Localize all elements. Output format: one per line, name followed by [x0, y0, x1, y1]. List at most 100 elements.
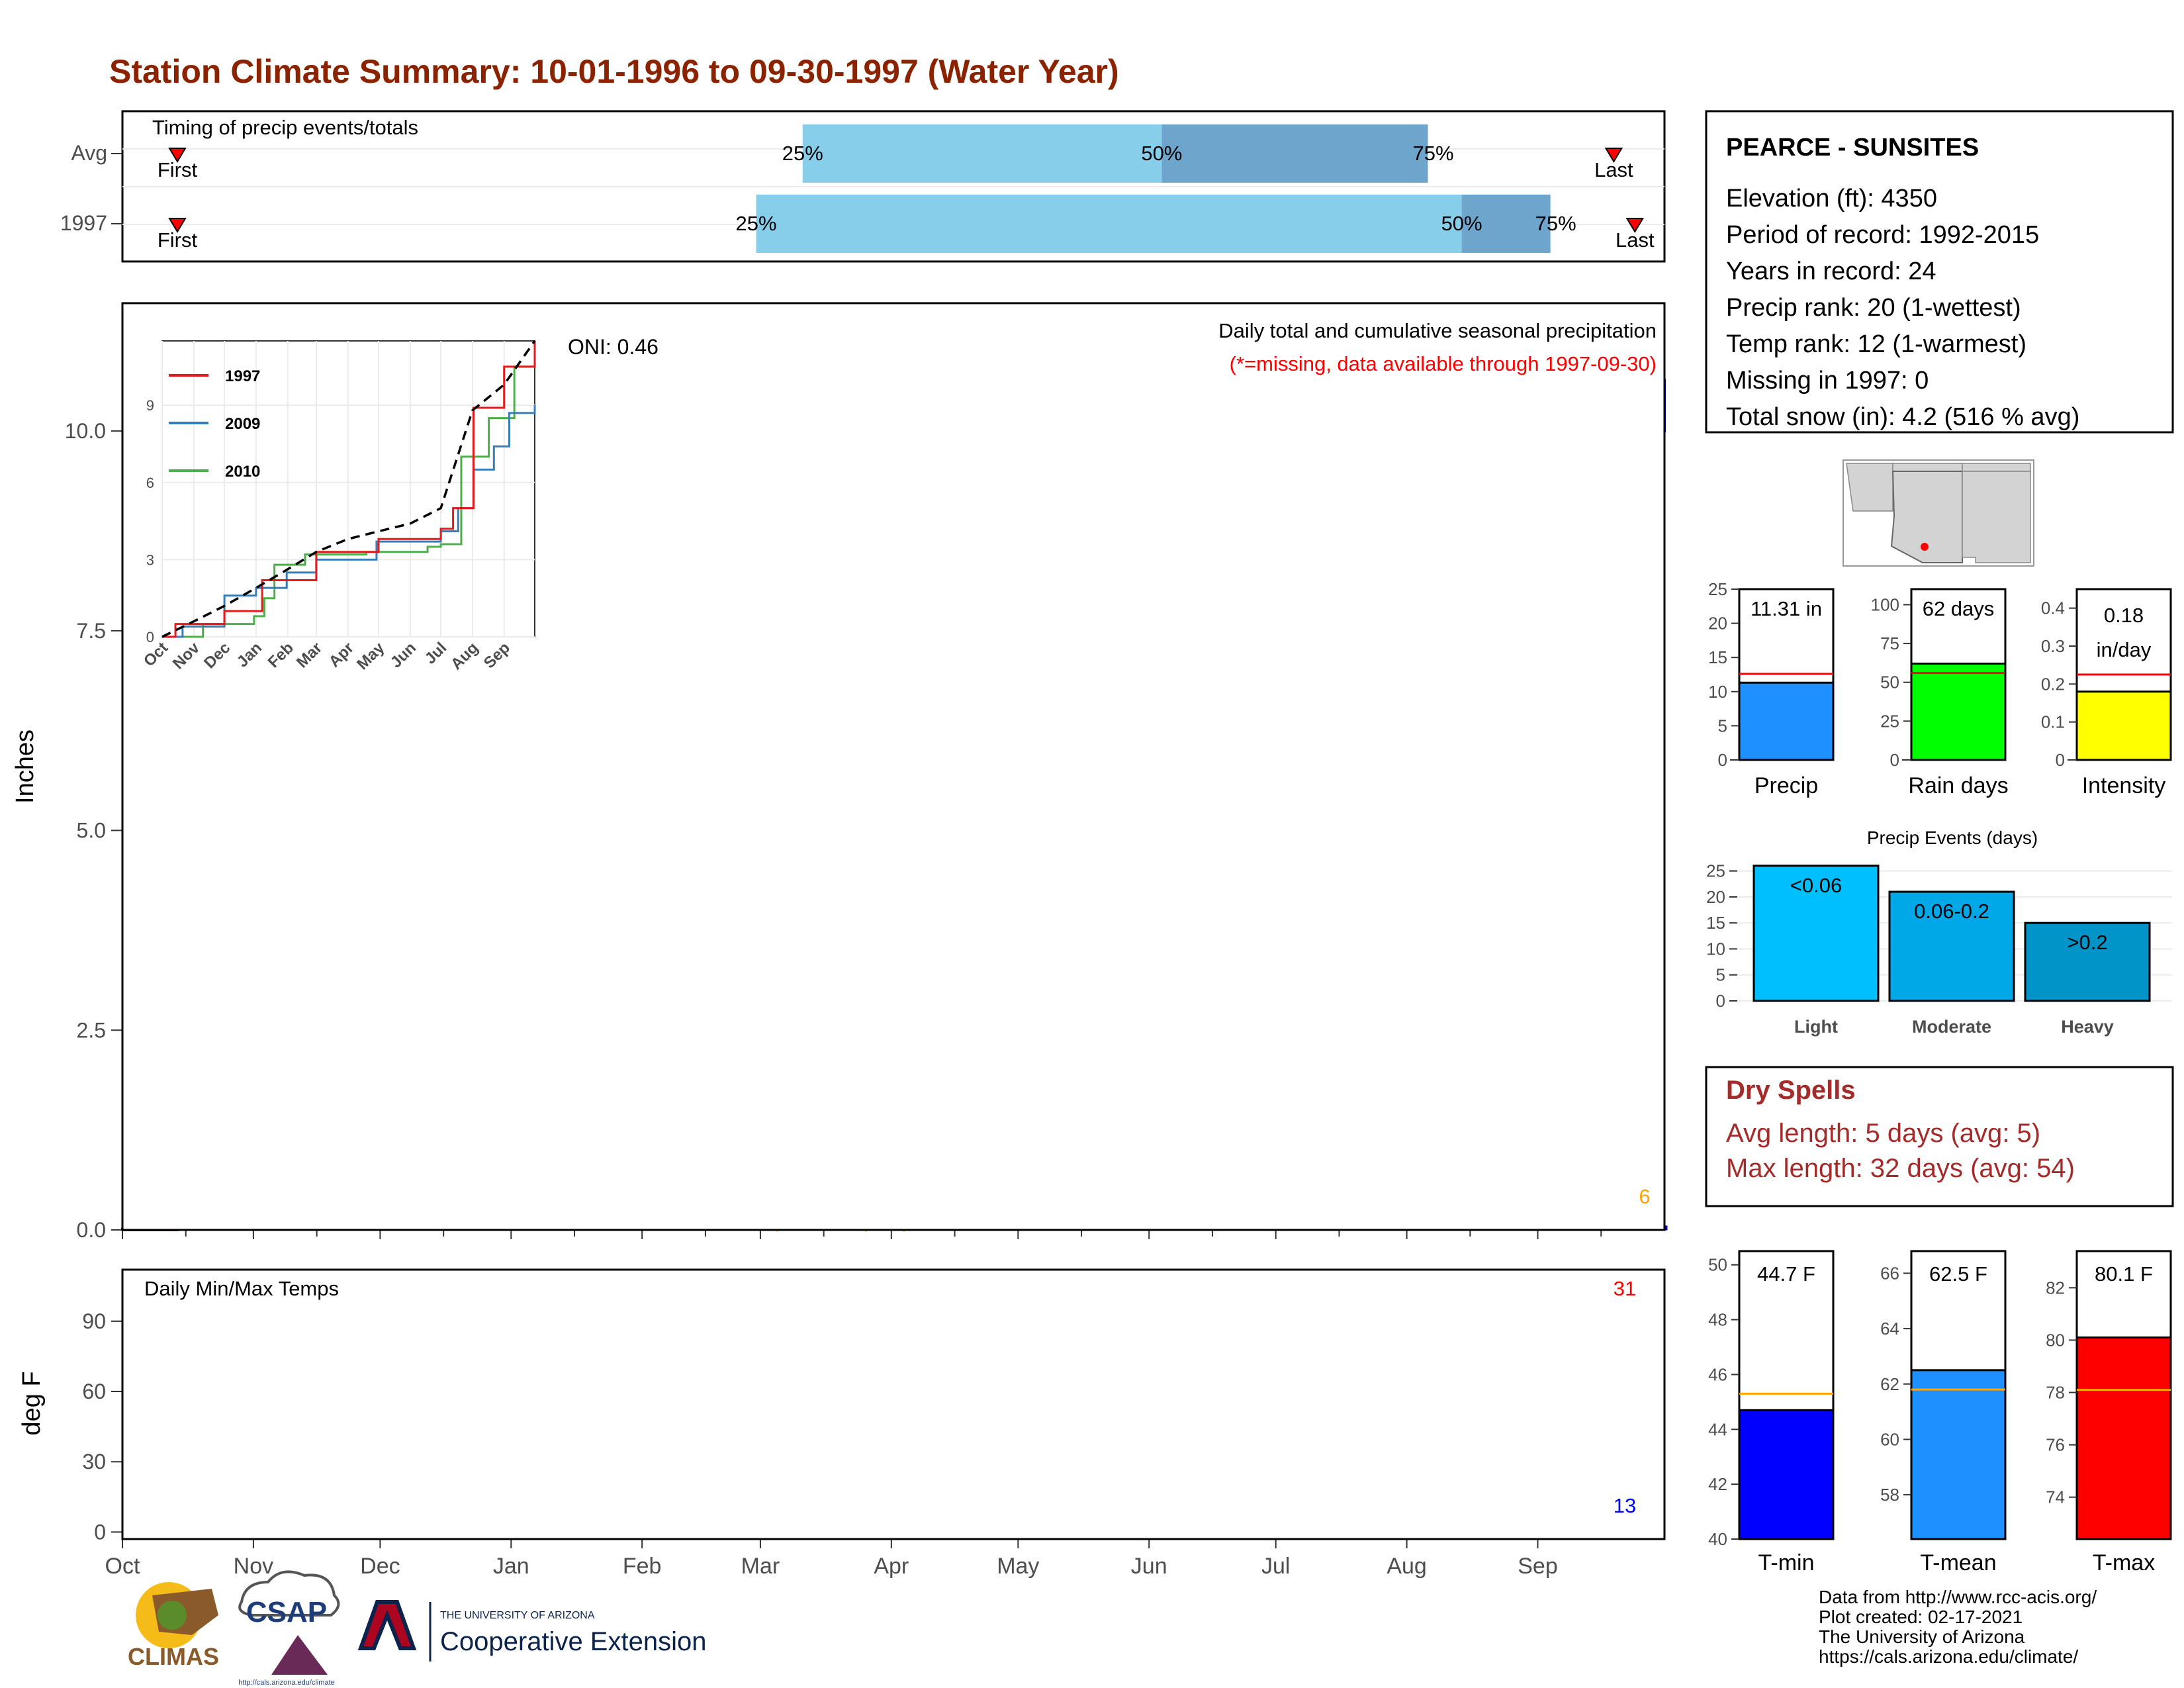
- event-bar: [2024, 921, 2151, 1002]
- station-info-line: Missing in 1997: 0: [1726, 367, 1929, 395]
- temp-chart-frame: [121, 1268, 1666, 1540]
- temp-bar-tick-label: 64: [1880, 1319, 1899, 1338]
- map-state-utah: [1892, 463, 1963, 472]
- dry-spells-frame: [1705, 1066, 2174, 1207]
- events-tick-label: 0: [1716, 991, 1725, 1011]
- precip-y-tick-label: 10.0: [65, 419, 106, 443]
- timing-bar-50-75: [1161, 124, 1428, 183]
- first-event-marker: [168, 148, 187, 163]
- temp-summary-bars: 40 42 44 46 48 50 44.7 F T-min 58 60 62 64 66 62.5 F T…: [1708, 1250, 2172, 1575]
- temp-bar-tick-label: 80: [2046, 1330, 2065, 1350]
- inset-legend-label: 1997: [225, 367, 260, 385]
- arizona-locator-map: [1843, 459, 2034, 567]
- month-label: Dec: [360, 1554, 400, 1579]
- footer-line: The University of Arizona: [1819, 1626, 2025, 1647]
- timing-q50-label: 50%: [1141, 142, 1182, 165]
- timing-bar-50-75: [1461, 195, 1551, 253]
- month-label: Nov: [234, 1554, 273, 1579]
- temp-bar-tick-label: 40: [1708, 1529, 1727, 1549]
- ua-cooperative-extension: Cooperative Extension: [440, 1627, 706, 1656]
- cold-days-count: 13: [1614, 1494, 1636, 1517]
- station-info-line: Period of record: 1992-2015: [1726, 221, 2039, 249]
- university-of-arizona-logo: THE UNIVERSITY OF ARIZONA Cooperative Ex…: [357, 1600, 706, 1662]
- summary-bar-tick-label: 10: [1708, 682, 1727, 702]
- precip-y-tick-label: 5.0: [77, 819, 106, 843]
- inset-y-tick-label: 3: [146, 551, 154, 568]
- timing-q75-label: 75%: [1535, 212, 1576, 235]
- csap-logo-text: CSAP: [246, 1596, 327, 1628]
- timing-bar-25-50: [756, 195, 1462, 253]
- summary-bar: [2075, 690, 2172, 761]
- timing-q25-label: 25%: [782, 142, 823, 165]
- precip-chart-annotation: Daily total and cumulative seasonal prec…: [1218, 319, 1657, 342]
- temp-bar-value: 62.5 F: [1929, 1262, 1987, 1286]
- temp-y-axis-label: deg F: [18, 1371, 46, 1435]
- map-state-new-mexico: [1962, 471, 2031, 563]
- summary-bar-value: 11.31 in: [1751, 597, 1822, 620]
- month-label: Oct: [105, 1554, 140, 1579]
- precip-events-chart: Precip Events (days) 0 5 10 15 20 25 <0.06 Ligh…: [1706, 827, 2172, 1037]
- dry-spells-panel: Dry Spells Avg length: 5 days (avg: 5) M…: [1705, 1066, 2174, 1207]
- climas-logo: CLIMAS: [128, 1582, 219, 1670]
- summary-bar-label: Rain days: [1908, 773, 2008, 798]
- timing-q75-label: 75%: [1412, 142, 1453, 165]
- last-event-marker: [1604, 148, 1623, 163]
- event-category-label: Moderate: [1912, 1017, 1991, 1037]
- summary-bar-tick-label: 0.1: [2041, 712, 2065, 732]
- timing-row-label: 1997: [60, 211, 107, 235]
- temp-bar: [2075, 1336, 2172, 1540]
- station-info-line: Total snow (in): 4.2 (516 % avg): [1726, 403, 2079, 431]
- map-state-colorado: [1962, 463, 2031, 472]
- inset-series-2009: [162, 405, 536, 638]
- summary-bar-tick-label: 0.3: [2041, 636, 2065, 656]
- inset-y-tick-label: 0: [146, 629, 154, 645]
- precip-summary-bars: 0 5 10 15 20 25 11.31 in Precip 0 25 50 75 100 62 day…: [1708, 579, 2172, 798]
- summary-bar-tick-label: 50: [1880, 673, 1899, 692]
- station-info-frame: [1705, 110, 2174, 434]
- event-bar: [1888, 890, 2015, 1002]
- month-label: Jun: [1131, 1554, 1167, 1579]
- temp-bar-tick-label: 62: [1880, 1374, 1899, 1394]
- event-category-label: Light: [1794, 1017, 1838, 1037]
- dry-spells-title: Dry Spells: [1726, 1076, 1856, 1105]
- first-event-label: First: [158, 158, 198, 181]
- inset-legend-label: 2009: [225, 415, 260, 433]
- inset-legend-label: 2010: [225, 463, 260, 481]
- month-label: Aug: [1387, 1554, 1427, 1579]
- climas-logo-text: CLIMAS: [128, 1643, 219, 1670]
- precip-chart: Inches 0.02.55.07.510.0**Daily total and…: [11, 302, 1668, 1242]
- inset-y-tick-label: 9: [146, 397, 154, 414]
- csap-url: http://cals.arizona.edu/climate: [238, 1679, 335, 1687]
- oni-value: ONI: 0.46: [568, 335, 659, 359]
- temp-bar-label: T-mean: [1920, 1550, 1996, 1575]
- temp-bar-tick-label: 50: [1708, 1255, 1727, 1275]
- first-event-label: First: [158, 228, 198, 252]
- temp-bar-label: T-max: [2093, 1550, 2155, 1575]
- event-bar-range: 0.06-0.2: [1914, 900, 1989, 923]
- climas-logo-leaf: [158, 1601, 187, 1630]
- inset-series-1997: [162, 341, 536, 638]
- event-category-label: Heavy: [2061, 1017, 2114, 1037]
- station-info-panel: PEARCE - SUNSITES Elevation (ft): 4350 Pe…: [1705, 110, 2174, 434]
- precip-y-tick-label: 7.5: [77, 619, 106, 643]
- month-label: Jul: [1261, 1554, 1290, 1579]
- logos: CLIMAS CSAP http://cals.arizona.edu/clim…: [128, 1570, 706, 1687]
- missing-data-note: (*=missing, data available through 1997-…: [1230, 352, 1657, 375]
- station-info-line: Years in record: 24: [1726, 258, 1936, 285]
- temp-bar-value: 80.1 F: [2095, 1262, 2153, 1286]
- temp-bar-value: 44.7 F: [1757, 1262, 1815, 1286]
- page-title: Station Climate Summary: 10-01-1996 to 0…: [109, 53, 1119, 90]
- temp-bar: [1738, 1409, 1835, 1540]
- temp-bar-tick-label: 78: [2046, 1383, 2065, 1403]
- event-bar-range: >0.2: [2067, 931, 2107, 954]
- temp-y-tick-label: 90: [82, 1309, 106, 1333]
- timing-q50-label: 50%: [1441, 212, 1482, 235]
- station-name: PEARCE - SUNSITES: [1726, 134, 1979, 162]
- timing-q25-label: 25%: [736, 212, 777, 235]
- precip-y-axis-label: Inches: [11, 729, 39, 804]
- station-info-line: Precip rank: 20 (1-wettest): [1726, 294, 2021, 322]
- temp-y-tick-label: 0: [94, 1520, 106, 1544]
- temp-bar-tick-label: 46: [1708, 1364, 1727, 1384]
- events-tick-label: 10: [1706, 939, 1725, 959]
